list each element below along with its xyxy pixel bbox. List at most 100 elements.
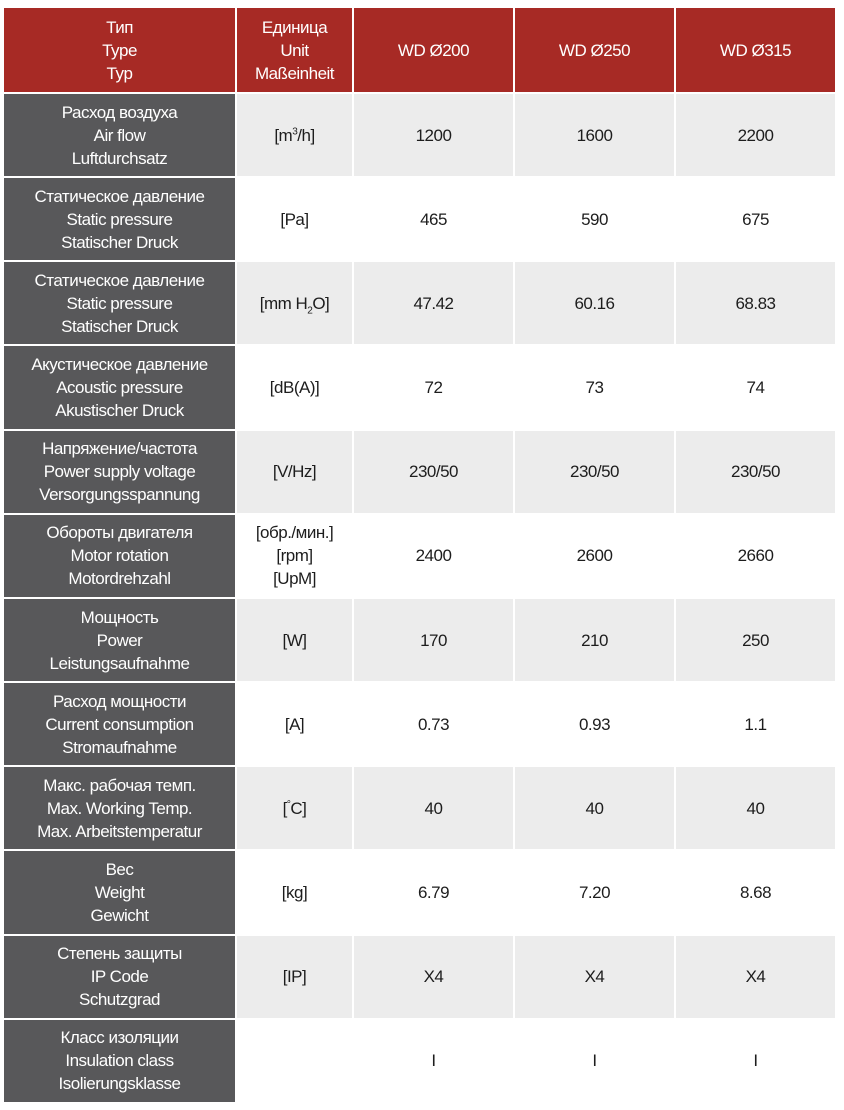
unit-text-tail: /h] xyxy=(297,125,315,145)
table-row: Расход мощности Current consumption Stroma… xyxy=(4,682,837,768)
header-unit-ru: Единица xyxy=(261,17,328,37)
header-type-ru: Тип xyxy=(106,17,133,37)
parameter-label-line: Weight xyxy=(94,882,145,902)
value-cell: 230/50 xyxy=(675,429,837,515)
value-cell: 675 xyxy=(675,177,837,263)
parameter-label-line: Motordrehzahl xyxy=(68,569,171,589)
header-type-de: Typ xyxy=(106,63,133,83)
header-type: Тип Type Typ xyxy=(4,8,237,94)
parameter-label-line: Versorgungsspannung xyxy=(39,485,200,505)
unit-line: [обр./мин.] xyxy=(255,523,334,543)
unit-cell: [kg] xyxy=(236,850,354,936)
parameter-label-line: IP Code xyxy=(90,967,149,987)
unit-superscript: 3 xyxy=(292,125,298,137)
parameter-label-line: Мощность xyxy=(80,607,159,627)
value-cell: 2600 xyxy=(514,513,676,599)
parameter-label-line: Static pressure xyxy=(66,293,173,313)
parameter-name: Расход мощности Current consumption Stroma… xyxy=(4,682,237,768)
unit-superscript: ° xyxy=(286,799,291,811)
parameter-label-line: Статическое давление xyxy=(34,186,205,206)
value-cell: 72 xyxy=(353,345,515,431)
value-cell: 7.20 xyxy=(514,850,676,936)
value-cell: 230/50 xyxy=(353,429,515,515)
unit-text: [mm H xyxy=(259,293,308,313)
parameter-name: Расход воздуха Air flow Luftdurchsatz xyxy=(4,93,237,179)
header-row: Тип Type Typ Единица Unit Maßeinheit WD … xyxy=(4,8,837,94)
parameter-label-line: Вес xyxy=(105,859,134,879)
parameter-label-line: Напряжение/частота xyxy=(42,439,197,459)
parameter-label-line: Power supply voltage xyxy=(43,462,196,482)
value-cell: 74 xyxy=(675,345,837,431)
value-cell: 465 xyxy=(353,177,515,263)
parameter-label-line: Statischer Druck xyxy=(61,232,178,252)
value-cell: 590 xyxy=(514,177,676,263)
table-row: Макс. рабочая темп. Max. Working Temp. Max… xyxy=(4,766,837,852)
unit-cell xyxy=(236,1018,354,1105)
parameter-label-line: Schutzgrad xyxy=(79,990,161,1010)
parameter-label-line: Max. Working Temp. xyxy=(46,798,193,818)
table-row: Обороты двигателя Motor rotation Motordreh… xyxy=(4,513,837,599)
parameter-label-line: Acoustic pressure xyxy=(56,378,183,398)
table-row: Класс изоляции Insulation class Isolierung… xyxy=(4,1018,837,1105)
table-row: Статическое давление Static pressure Stati… xyxy=(4,261,837,347)
value-cell: X4 xyxy=(514,934,676,1020)
value-cell: X4 xyxy=(353,934,515,1020)
parameter-name: Вес Weight Gewicht xyxy=(4,850,237,936)
header-unit-de: Maßeinheit xyxy=(254,63,335,83)
value-cell: 1200 xyxy=(353,93,515,179)
value-cell: 0.93 xyxy=(514,682,676,768)
value-cell: 2400 xyxy=(353,513,515,599)
parameter-label-line: Luftdurchsatz xyxy=(71,148,168,168)
value-cell: 2200 xyxy=(675,93,837,179)
unit-line: [UpM] xyxy=(273,569,316,589)
value-cell: 40 xyxy=(675,766,837,852)
parameter-label-line: Isolierungsklasse xyxy=(58,1074,181,1094)
parameter-label-line: Leistungsaufnahme xyxy=(49,653,190,673)
unit-cell: [V/Hz] xyxy=(236,429,354,515)
value-cell: I xyxy=(675,1018,837,1105)
header-model-200: WD Ø200 xyxy=(353,8,515,94)
value-cell: 73 xyxy=(514,345,676,431)
table-row: Акустическое давление Acoustic pressure Ak… xyxy=(4,345,837,431)
value-cell: 1.1 xyxy=(675,682,837,768)
unit-cell: [m3/h] xyxy=(236,93,354,179)
header-model-315: WD Ø315 xyxy=(675,8,837,94)
parameter-label-line: Статическое давление xyxy=(34,270,205,290)
spec-table: Тип Type Typ Единица Unit Maßeinheit WD … xyxy=(4,8,837,1105)
parameter-label-line: Akustischer Druck xyxy=(55,401,184,421)
unit-line: [rpm] xyxy=(276,546,313,566)
parameter-name: Акустическое давление Acoustic pressure Ak… xyxy=(4,345,237,431)
value-cell: I xyxy=(514,1018,676,1105)
value-cell: 6.79 xyxy=(353,850,515,936)
table-row: Мощность Power Leistungsaufnahme [W] 170 210 2… xyxy=(4,597,837,684)
parameter-label-line: Степень защиты xyxy=(57,944,182,964)
parameter-name: Макс. рабочая темп. Max. Working Temp. Max… xyxy=(4,766,237,852)
value-cell: 40 xyxy=(514,766,676,852)
header-unit: Единица Unit Maßeinheit xyxy=(236,8,354,94)
unit-subscript: 2 xyxy=(307,305,313,317)
unit-cell: [IP] xyxy=(236,934,354,1020)
parameter-name: Степень защиты IP Code Schutzgrad xyxy=(4,934,237,1020)
table-row: Напряжение/частота Power supply voltage Ve… xyxy=(4,429,837,515)
header-model-250: WD Ø250 xyxy=(514,8,676,94)
unit-text: [ xyxy=(282,798,288,818)
unit-cell: [W] xyxy=(236,597,354,684)
spec-body: Расход воздуха Air flow Luftdurchsatz [m3/h… xyxy=(4,93,837,1105)
parameter-label-line: Расход мощности xyxy=(52,691,187,711)
table-row: Степень защиты IP Code Schutzgrad [IP] X4 X4 X… xyxy=(4,934,837,1020)
parameter-name: Статическое давление Static pressure Stati… xyxy=(4,261,237,347)
value-cell: 68.83 xyxy=(675,261,837,347)
unit-cell: [обр./мин.] [rpm] [UpM] xyxy=(236,513,354,599)
value-cell: 2660 xyxy=(675,513,837,599)
parameter-label-line: Statischer Druck xyxy=(61,316,178,336)
parameter-name: Класс изоляции Insulation class Isolierung… xyxy=(4,1018,237,1105)
value-cell: 1600 xyxy=(514,93,676,179)
header-unit-en: Unit xyxy=(280,40,309,60)
parameter-name: Обороты двигателя Motor rotation Motordreh… xyxy=(4,513,237,599)
value-cell: 8.68 xyxy=(675,850,837,936)
parameter-name: Статическое давление Static pressure Stati… xyxy=(4,177,237,263)
table-row: Статическое давление Static pressure Stati… xyxy=(4,177,837,263)
parameter-label-line: Обороты двигателя xyxy=(46,523,193,543)
value-cell: 210 xyxy=(514,597,676,684)
value-cell: 170 xyxy=(353,597,515,684)
